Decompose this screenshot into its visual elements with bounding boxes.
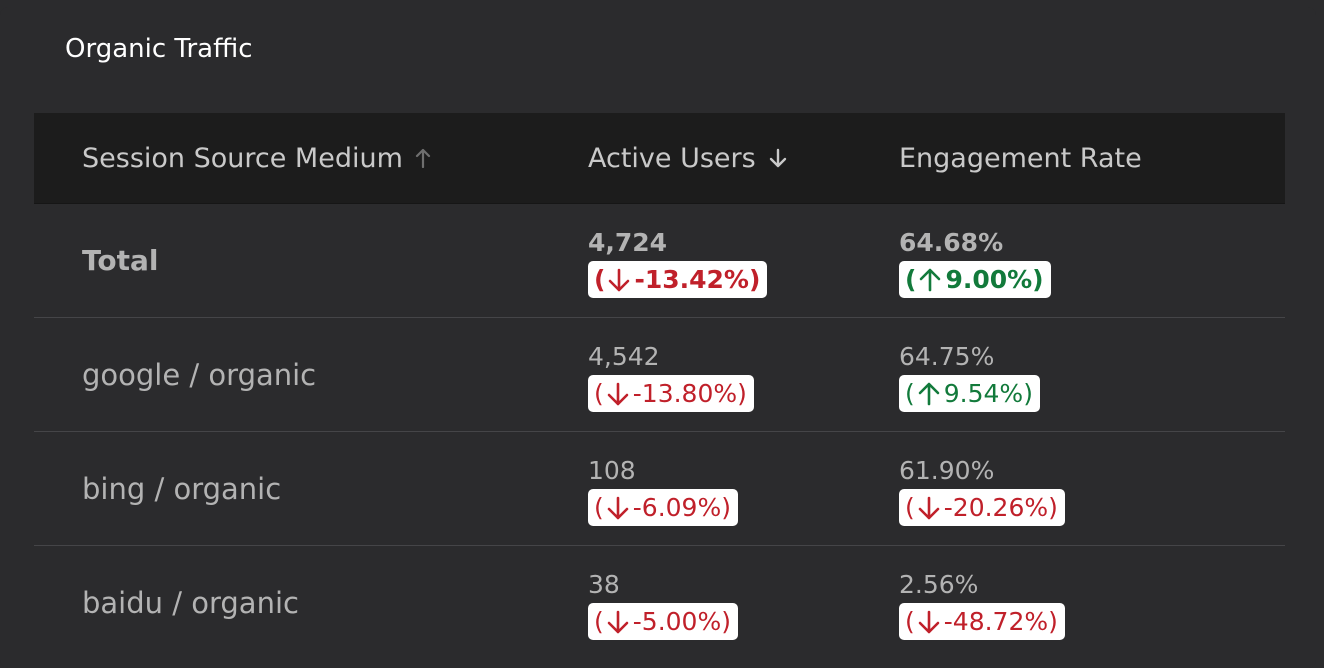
card-title: Organic Traffic — [65, 34, 253, 64]
paren-close: ) — [721, 607, 731, 636]
engagement-rate-cell: 61.90% ( -20.26%) — [899, 457, 1065, 526]
paren-close: ) — [1048, 607, 1058, 636]
arrow-up-icon — [917, 381, 941, 407]
active-users-value: 4,724 — [588, 228, 668, 257]
engagement-rate-cell: 2.56% ( -48.72%) — [899, 571, 1065, 640]
engagement-rate-change-badge: (9.00%) — [899, 261, 1051, 298]
paren-close: ) — [1032, 265, 1044, 294]
column-header-active-users[interactable]: Active Users — [588, 113, 788, 203]
column-header-label: Session Source Medium — [82, 142, 403, 174]
engagement-rate-change: 9.00% — [945, 265, 1033, 294]
arrow-down-icon — [607, 267, 631, 293]
engagement-rate-cell: 64.75% (9.54%) — [899, 343, 1040, 412]
paren-open: ( — [905, 379, 915, 408]
active-users-change: -6.09% — [632, 493, 722, 522]
column-header-label: Engagement Rate — [899, 142, 1142, 174]
engagement-rate-change-badge: (9.54%) — [899, 375, 1040, 412]
engagement-rate-value: 61.90% — [899, 456, 995, 485]
active-users-value: 108 — [588, 456, 636, 485]
paren-open: ( — [905, 607, 915, 636]
engagement-rate-cell: 64.68% (9.00%) — [899, 229, 1051, 298]
active-users-value: 4,542 — [588, 342, 660, 371]
active-users-change: -13.80% — [632, 379, 738, 408]
active-users-change-badge: ( -6.09%) — [588, 489, 738, 526]
row-label: google / organic — [82, 357, 317, 392]
column-header-label: Active Users — [588, 142, 756, 174]
table-header: Session Source Medium Active Users Engag… — [34, 113, 1285, 204]
active-users-change-badge: ( -13.42%) — [588, 261, 768, 298]
active-users-change-badge: ( -13.80%) — [588, 375, 754, 412]
engagement-rate-value: 2.56% — [899, 570, 979, 599]
column-header-engagement-rate[interactable]: Engagement Rate — [899, 113, 1142, 203]
active-users-cell: 4,724 ( -13.42%) — [588, 228, 768, 298]
arrow-down-icon — [768, 147, 788, 169]
paren-close: ) — [721, 493, 731, 522]
table-row: bing / organic 108 ( -6.09%) 61.90% ( -20.26%) — [34, 432, 1285, 546]
active-users-value: 38 — [588, 570, 620, 599]
table-row: google / organic 4,542 ( -13.80%) 64.75% (9.5… — [34, 318, 1285, 432]
paren-open: ( — [594, 379, 604, 408]
active-users-cell: 108 ( -6.09%) — [588, 457, 738, 526]
arrow-down-icon — [606, 381, 630, 407]
paren-close: ) — [1023, 379, 1033, 408]
organic-traffic-card: Organic Traffic Session Source Medium Ac… — [0, 7, 1316, 668]
active-users-change: -5.00% — [632, 607, 722, 636]
paren-open: ( — [594, 607, 604, 636]
active-users-change-badge: ( -5.00%) — [588, 603, 738, 640]
engagement-rate-change: -48.72% — [943, 607, 1049, 636]
active-users-cell: 38 ( -5.00%) — [588, 571, 738, 640]
arrow-up-icon — [918, 267, 942, 293]
paren-close: ) — [1048, 493, 1058, 522]
row-label: Total — [82, 244, 159, 277]
table-body: Total 4,724(-13.42%) 64.68%(9.00%) google /… — [34, 204, 1285, 659]
active-users-change: -13.42% — [634, 265, 749, 294]
paren-close: ) — [748, 265, 761, 294]
row-label: bing / organic — [82, 471, 282, 506]
active-users-cell: 4,542 ( -13.80%) — [588, 343, 754, 412]
engagement-rate-change: 9.54% — [943, 379, 1024, 408]
engagement-rate-value: 64.68% — [899, 228, 1004, 257]
table-row-total: Total 4,724 ( -13.42%) 64.68% (9.00%) — [34, 204, 1285, 318]
arrow-down-icon — [917, 609, 941, 635]
column-header-session-source-medium[interactable]: Session Source Medium — [82, 113, 431, 203]
row-label: baidu / organic — [82, 585, 299, 620]
paren-close: ) — [737, 379, 747, 408]
engagement-rate-value: 64.75% — [899, 342, 995, 371]
engagement-rate-change-badge: ( -20.26%) — [899, 489, 1065, 526]
paren-open: ( — [905, 493, 915, 522]
traffic-table: Session Source Medium Active Users Engag… — [34, 113, 1285, 659]
paren-open: ( — [905, 265, 917, 294]
arrow-down-icon — [606, 495, 630, 521]
arrow-down-icon — [917, 495, 941, 521]
engagement-rate-change-badge: ( -48.72%) — [899, 603, 1065, 640]
arrow-down-icon — [606, 609, 630, 635]
engagement-rate-change: -20.26% — [943, 493, 1049, 522]
paren-open: ( — [594, 265, 606, 294]
arrow-up-icon — [415, 148, 431, 168]
paren-open: ( — [594, 493, 604, 522]
table-row: baidu / organic 38 ( -5.00%) 2.56% ( -48.72%) — [34, 546, 1285, 659]
